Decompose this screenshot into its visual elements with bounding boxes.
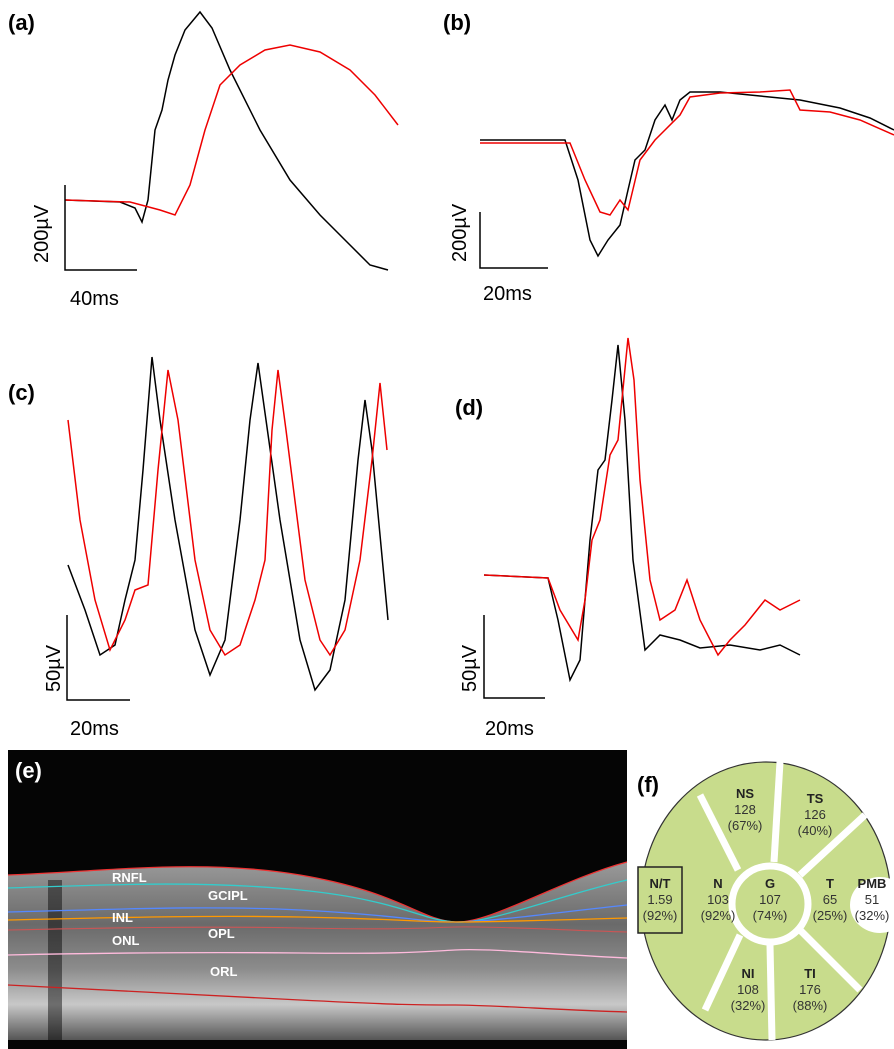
sector-value: 176 <box>799 982 821 997</box>
layer-label: OPL <box>208 926 235 941</box>
sector-value: 51 <box>865 892 879 907</box>
sector-value: 128 <box>734 802 756 817</box>
sector-percent: (74%) <box>753 908 788 923</box>
scale-bar <box>480 212 548 268</box>
sector-value: 107 <box>759 892 781 907</box>
trace <box>480 90 894 215</box>
sector-name: TI <box>804 966 816 981</box>
panel-d: (d) 50µV 20ms <box>455 338 800 740</box>
trace <box>484 338 800 655</box>
trace <box>65 45 398 215</box>
oct-image: (e) RNFL GCIPL INL OPL ONL ORL <box>8 750 627 1049</box>
panel-label: (e) <box>15 758 42 783</box>
sector-percent: (67%) <box>728 818 763 833</box>
panel-label: (f) <box>637 772 659 797</box>
panel-label: (a) <box>8 10 35 35</box>
sector-name: PMB <box>858 876 887 891</box>
trace <box>68 357 388 690</box>
layer-label: ONL <box>112 933 140 948</box>
x-scale: 20ms <box>483 283 532 305</box>
sector-name: N <box>713 876 722 891</box>
sector-percent: (32%) <box>731 998 766 1013</box>
x-scale: 20ms <box>485 718 534 740</box>
x-scale: 20ms <box>70 718 119 740</box>
panel-a: (a) 200µV 40ms <box>8 10 398 310</box>
layer-label: GCIPL <box>208 888 248 903</box>
sector-value: 103 <box>707 892 729 907</box>
y-scale: 200µV <box>31 204 53 263</box>
y-scale: 50µV <box>459 644 481 692</box>
sector-name: TS <box>807 791 824 806</box>
sector-name: G <box>765 876 775 891</box>
y-scale: 50µV <box>43 644 65 692</box>
sector-value: 65 <box>823 892 837 907</box>
scale-bar <box>484 615 545 698</box>
scale-bar <box>65 185 137 270</box>
y-scale: 200µV <box>449 203 471 262</box>
sector-value: 108 <box>737 982 759 997</box>
panel-label: (b) <box>443 10 471 35</box>
layer-label: INL <box>112 910 133 925</box>
sector-name: NI <box>742 966 755 981</box>
layer-label: RNFL <box>112 870 147 885</box>
sector-name: N/T <box>650 876 671 891</box>
sector-percent: (25%) <box>813 908 848 923</box>
sector-map: (f) NS128(67%)TS126(40%)N103(92%)G107(74… <box>637 762 894 1040</box>
panel-b: (b) 200µV 20ms <box>443 10 894 305</box>
trace <box>480 92 894 256</box>
sector-value: 1.59 <box>647 892 672 907</box>
trace <box>68 370 387 655</box>
sector-percent: (92%) <box>701 908 736 923</box>
trace <box>65 12 388 270</box>
sector-percent: (40%) <box>798 823 833 838</box>
trace <box>484 345 800 680</box>
x-scale: 40ms <box>70 288 119 310</box>
sector-percent: (88%) <box>793 998 828 1013</box>
panel-label: (d) <box>455 395 483 420</box>
panel-c: (c) 50µV 20ms <box>8 357 388 740</box>
sector-name: T <box>826 876 834 891</box>
sector-percent: (92%) <box>643 908 678 923</box>
sector-percent: (32%) <box>855 908 890 923</box>
figure: (a) 200µV 40ms (b) 200µV 20ms (c) 50µV 2… <box>0 0 894 1049</box>
sector-value: 126 <box>804 807 826 822</box>
layer-label: ORL <box>210 964 238 979</box>
sector-name: NS <box>736 786 754 801</box>
panel-label: (c) <box>8 380 35 405</box>
